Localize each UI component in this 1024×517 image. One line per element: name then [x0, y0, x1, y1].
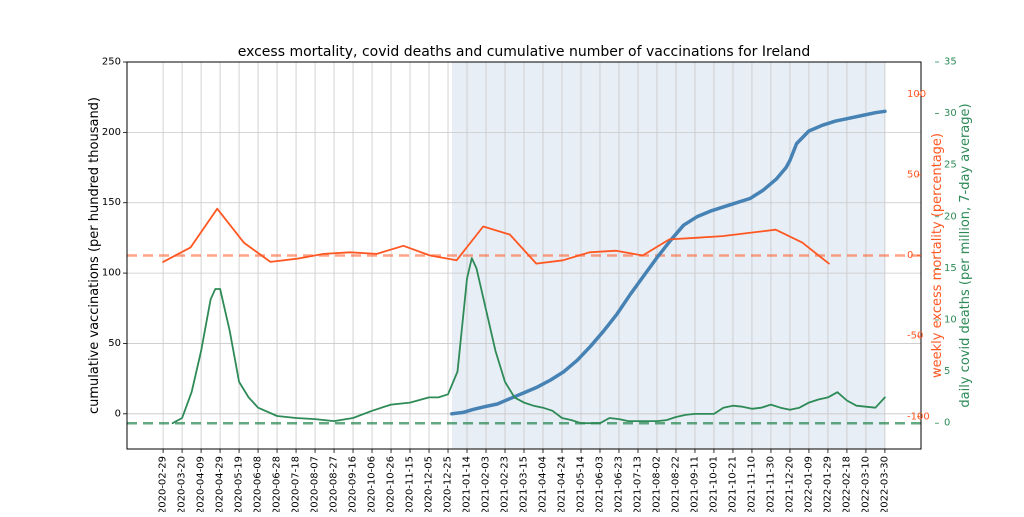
chart-title: excess mortality, covid deaths and cumul… — [238, 44, 811, 60]
x-tick-label: 2020-02-29 — [158, 456, 169, 512]
covid-deaths-line — [171, 257, 886, 425]
x-tick-label: 2021-11-30 — [765, 456, 776, 512]
mortality-tick-label: 100 — [907, 89, 926, 100]
x-tick-label: 2020-10-06 — [367, 456, 378, 512]
x-tick-label: 2020-04-09 — [196, 456, 207, 512]
x-tick-label: 2020-08-27 — [329, 456, 340, 512]
deaths-tick-label: 10 — [944, 315, 957, 326]
x-tick-label: 2021-11-10 — [746, 456, 757, 512]
x-tick-label: 2022-01-09 — [803, 456, 814, 512]
x-tick-label: 2021-10-01 — [708, 456, 719, 512]
x-tick-label: 2021-01-14 — [462, 456, 473, 512]
zero-reference-lines — [127, 254, 921, 425]
mortality-tick-label: 50 — [907, 169, 920, 180]
x-tick-label: 2021-09-11 — [689, 456, 700, 512]
x-tick-label: 2022-01-29 — [822, 456, 833, 512]
x-tick-label: 2020-12-25 — [443, 456, 454, 512]
left-tick-label: 100 — [102, 268, 121, 279]
left-tick-label: 200 — [102, 127, 121, 138]
deaths-tick-label: 35 — [944, 57, 957, 68]
deaths-tick-label: 30 — [944, 108, 957, 119]
covid-deaths-axis-ticks: 0 5 10 15 20 25 30 35 — [935, 57, 957, 429]
mortality-tick-label: -50 — [907, 331, 923, 342]
deaths-tick-label: 20 — [944, 211, 957, 222]
x-tick-label: 2021-12-20 — [784, 456, 795, 512]
x-tick-label: 2020-08-07 — [310, 456, 321, 512]
excess-mortality-line — [162, 207, 830, 265]
x-tick-label: 2022-02-18 — [841, 456, 852, 512]
x-tick-label: 2020-03-20 — [177, 456, 188, 512]
deaths-tick-label: 5 — [944, 366, 950, 377]
deaths-tick-label: 0 — [944, 418, 950, 429]
x-tick-label: 2021-06-03 — [594, 456, 605, 512]
left-tick-label: 0 — [115, 408, 121, 419]
deaths-tick-label: 15 — [944, 263, 957, 274]
x-tick-label: 2021-10-21 — [727, 456, 738, 512]
x-tick-label: 2021-06-23 — [613, 456, 624, 512]
x-tick-label: 2020-04-29 — [215, 456, 226, 512]
x-tick-label: 2021-07-13 — [632, 456, 643, 512]
excess-mortality-axis-ticks: -100 -50 0 50 100 — [907, 89, 930, 423]
x-tick-label: 2021-02-03 — [481, 456, 492, 512]
excess-mortality-axis-label: weekly excess mortality (percentage) — [930, 133, 945, 378]
series-layer — [162, 109, 887, 425]
deaths-tick-label: 25 — [944, 160, 957, 171]
x-tick-label: 2020-10-26 — [386, 456, 397, 512]
mortality-tick-label: 0 — [907, 250, 913, 261]
x-tick-label: 2021-05-14 — [575, 456, 586, 512]
x-tick-label: 2020-12-05 — [424, 456, 435, 512]
x-tick-label: 2020-05-19 — [234, 456, 245, 512]
x-tick-label: 2020-07-18 — [291, 456, 302, 512]
x-tick-label: 2020-11-15 — [405, 456, 416, 512]
x-tick-label: 2022-03-10 — [860, 456, 871, 512]
left-axis-label: cumulative vaccinations (per hundred tho… — [87, 97, 102, 414]
covid-deaths-axis-label: daily covid deaths (per million, 7-day a… — [958, 103, 973, 407]
left-axis-ticks: 0 50 100 150 200 250 — [102, 57, 127, 419]
left-tick-label: 250 — [102, 57, 121, 68]
x-tick-label: 2020-09-16 — [348, 456, 359, 512]
x-tick-label: 2021-04-04 — [537, 456, 548, 512]
x-tick-label: 2021-03-15 — [519, 456, 530, 512]
left-tick-label: 150 — [102, 197, 121, 208]
x-tick-label: 2021-08-22 — [670, 456, 681, 512]
x-tick-label: 2021-08-02 — [651, 456, 662, 512]
vaccinations-line — [450, 109, 887, 416]
mortality-tick-label: -100 — [907, 411, 930, 422]
x-tick-label: 2020-06-28 — [272, 456, 283, 512]
date-axis-ticks: 2020-02-29 2020-03-20 2020-04-09 2020-04-29… — [158, 449, 890, 514]
x-tick-label: 2022-03-30 — [879, 456, 890, 512]
x-tick-label: 2021-02-23 — [500, 456, 511, 512]
x-tick-label: 2021-04-24 — [556, 456, 567, 512]
left-tick-label: 50 — [108, 338, 121, 349]
x-tick-label: 2020-06-08 — [253, 456, 264, 512]
